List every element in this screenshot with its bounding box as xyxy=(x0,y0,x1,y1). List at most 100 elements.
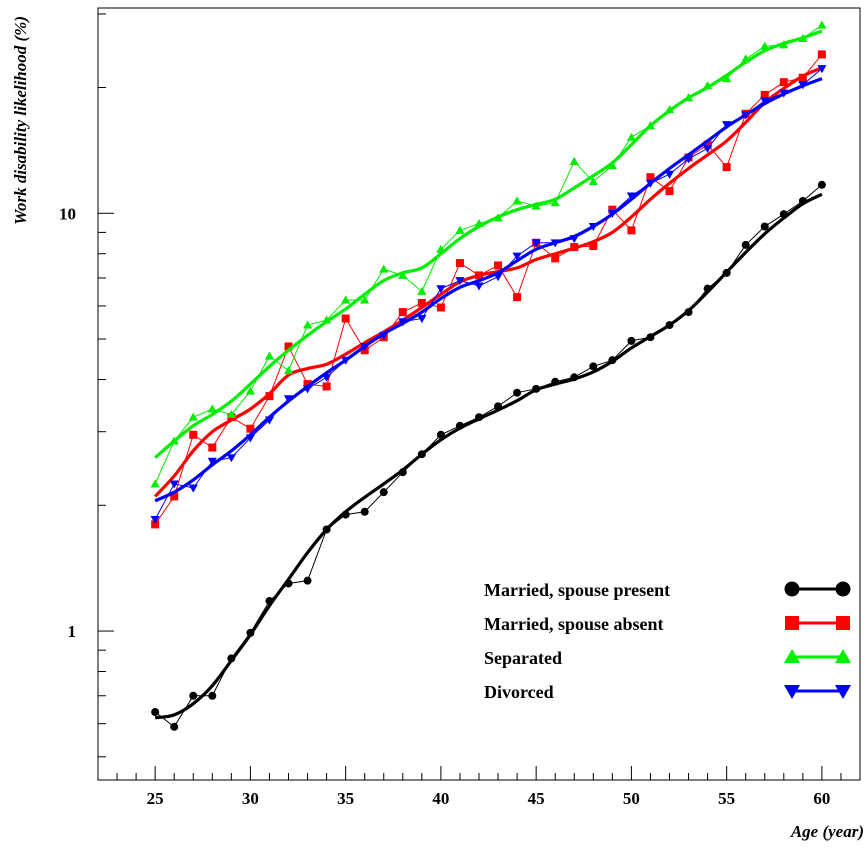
data-point xyxy=(798,197,807,206)
data-point xyxy=(664,170,675,179)
data-point xyxy=(436,285,446,294)
data-point xyxy=(417,286,427,295)
legend: Married, spouse present Married, spouse a… xyxy=(484,580,852,702)
data-point xyxy=(589,241,598,250)
data-point xyxy=(646,333,655,342)
legend-label: Married, spouse absent xyxy=(484,614,664,634)
data-point xyxy=(398,308,407,317)
data-point xyxy=(455,225,465,234)
data-point xyxy=(417,315,427,324)
data-point xyxy=(779,78,788,87)
data-point xyxy=(227,654,236,663)
data-point xyxy=(798,81,808,90)
x-tick-label: 30 xyxy=(242,789,259,808)
data-point xyxy=(646,173,655,182)
data-point xyxy=(703,140,712,149)
data-point xyxy=(550,239,560,248)
data-point xyxy=(607,209,617,218)
data-point xyxy=(265,597,274,606)
data-point xyxy=(665,187,674,196)
data-point xyxy=(683,155,694,164)
data-point xyxy=(779,89,789,98)
x-axis-title: Age (year) xyxy=(790,822,864,841)
data-point xyxy=(474,282,484,291)
data-point xyxy=(493,273,503,282)
data-point xyxy=(531,239,541,248)
y-tick-label: 10 xyxy=(59,204,76,223)
legend-marker xyxy=(836,616,850,630)
data-point xyxy=(588,222,598,232)
x-tick-label: 45 xyxy=(528,789,545,808)
data-point xyxy=(436,303,445,312)
data-point xyxy=(645,179,656,188)
x-tick-label: 25 xyxy=(147,789,164,808)
data-point xyxy=(322,315,332,324)
data-point xyxy=(760,90,769,99)
data-point xyxy=(208,443,217,452)
data-point xyxy=(341,510,350,519)
data-point xyxy=(475,271,483,280)
data-point xyxy=(722,121,732,130)
data-point xyxy=(588,177,598,186)
series-layer xyxy=(150,20,827,731)
data-point xyxy=(569,235,579,244)
data-point xyxy=(570,243,579,252)
series-raw-line xyxy=(154,184,823,728)
data-point xyxy=(455,259,464,268)
data-point xyxy=(303,576,312,585)
data-point xyxy=(474,218,484,227)
data-point xyxy=(245,386,255,395)
data-point xyxy=(417,298,426,307)
data-point xyxy=(207,404,217,413)
data-point xyxy=(608,205,617,214)
data-point xyxy=(360,507,369,516)
data-point xyxy=(226,409,236,418)
data-point xyxy=(245,434,255,443)
data-point xyxy=(322,525,331,534)
legend-marker xyxy=(834,684,852,700)
data-point xyxy=(532,384,541,393)
data-point xyxy=(589,362,598,371)
data-point xyxy=(283,366,294,375)
data-point xyxy=(226,454,236,463)
x-tick-label: 55 xyxy=(718,789,735,808)
legend-marker xyxy=(783,684,801,700)
data-point xyxy=(284,342,293,351)
data-point xyxy=(436,244,446,253)
data-point xyxy=(817,65,827,74)
legend-marker xyxy=(784,581,800,597)
data-point xyxy=(302,385,313,394)
data-point xyxy=(360,342,370,352)
data-point xyxy=(722,268,731,277)
data-point xyxy=(417,450,426,459)
data-point xyxy=(779,40,789,49)
series-raw-line xyxy=(154,68,823,520)
data-point xyxy=(475,413,483,422)
data-point xyxy=(494,402,503,411)
x-tick-label: 35 xyxy=(337,789,354,808)
data-point xyxy=(798,73,807,82)
data-point xyxy=(398,318,408,327)
data-point xyxy=(398,270,408,279)
data-point xyxy=(683,93,694,102)
data-point xyxy=(608,356,617,365)
x-tick-label: 40 xyxy=(432,789,449,808)
legend-marker xyxy=(783,648,801,664)
x-tick-label: 50 xyxy=(623,789,640,808)
data-point xyxy=(551,254,560,263)
data-point xyxy=(283,395,294,404)
data-point xyxy=(302,320,313,329)
data-point xyxy=(512,252,522,261)
data-point xyxy=(360,295,370,304)
data-point xyxy=(188,412,198,421)
data-point xyxy=(741,111,751,120)
data-point xyxy=(188,484,198,493)
series-smooth-line xyxy=(154,77,823,503)
data-point xyxy=(817,180,826,189)
legend-marker xyxy=(834,648,852,664)
data-point xyxy=(322,373,332,382)
data-point xyxy=(627,226,636,235)
data-point xyxy=(151,708,160,717)
legend-label: Married, spouse present xyxy=(484,580,670,600)
